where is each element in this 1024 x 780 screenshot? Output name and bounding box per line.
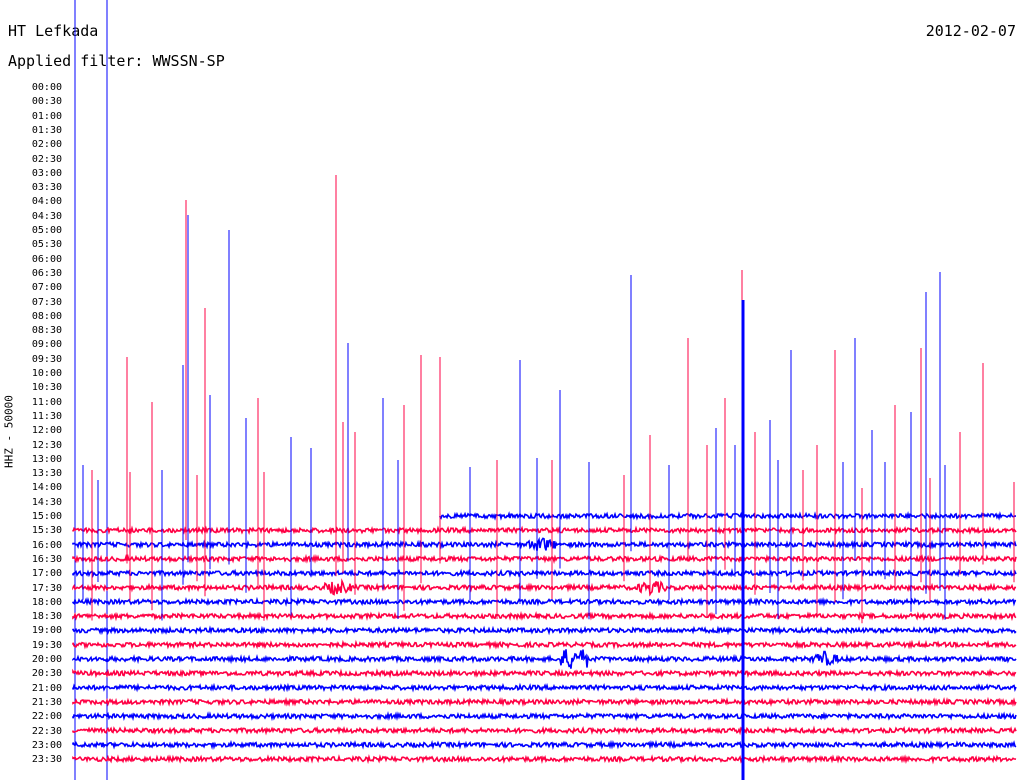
time-tick-label: 01:00 [31, 110, 62, 122]
trace-line [72, 610, 1017, 622]
time-tick-label: 19:30 [31, 639, 62, 651]
time-tick-label: 05:00 [31, 225, 62, 236]
time-tick-label: 08:30 [31, 325, 62, 337]
time-tick-label: 13:30 [31, 468, 62, 480]
trace-group [72, 175, 1017, 780]
time-tick-label: 12:30 [31, 439, 62, 451]
time-tick-label: 13:00 [31, 453, 62, 465]
time-tick-label: 22:30 [31, 725, 62, 737]
time-tick-label: 10:30 [31, 382, 62, 394]
trace-line [72, 668, 1017, 679]
time-tick-label: 05:30 [31, 239, 62, 251]
trace-line [72, 536, 1017, 552]
time-tick-label: 09:00 [31, 339, 62, 351]
trace-line [72, 639, 1017, 650]
time-tick-label: 00:30 [31, 96, 62, 108]
trace-line [72, 625, 1017, 636]
trace-line [72, 711, 1017, 722]
time-tick-label: 08:00 [31, 310, 62, 322]
trace-line [72, 525, 1017, 536]
time-tick-label: 21:00 [31, 682, 62, 694]
time-tick-label: 03:30 [31, 182, 62, 194]
time-tick-label: 15:30 [31, 525, 62, 537]
time-tick-label: 15:00 [31, 511, 62, 522]
time-tick-label: 23:00 [31, 739, 62, 751]
time-tick-label: 10:00 [31, 368, 62, 379]
record-date: 2012-02-07 [925, 22, 1016, 40]
time-tick-label: 01:30 [31, 124, 62, 136]
trace-line [72, 725, 1017, 736]
time-tick-label: 00:00 [31, 82, 62, 93]
trace-line [72, 682, 1017, 693]
time-tick-label: 09:30 [31, 353, 62, 365]
time-tick-label: 12:00 [31, 425, 62, 437]
trace-line [72, 568, 1017, 579]
time-tick-label: 02:30 [31, 153, 62, 165]
trace-line [439, 510, 1016, 521]
time-tick-label: 19:00 [31, 625, 62, 637]
time-axis: 00:00 00:30 01:00 01:30 02:00 02:30 03:00 03:30… [0, 0, 64, 780]
trace-line [72, 739, 1017, 750]
time-tick-label: 16:30 [31, 553, 62, 565]
time-tick-label: 16:00 [31, 539, 62, 551]
trace-line [72, 553, 1017, 565]
time-tick-label: 07:00 [31, 282, 62, 294]
time-tick-label: 17:00 [31, 568, 62, 580]
time-tick-label: 17:30 [31, 582, 62, 594]
time-tick-label: 04:00 [31, 196, 62, 208]
time-tick-label: 20:30 [31, 668, 62, 680]
time-tick-label: 18:30 [31, 611, 62, 623]
time-tick-label: 04:30 [31, 210, 62, 222]
time-tick-label: 07:30 [31, 296, 62, 308]
time-tick-label: 20:00 [31, 654, 62, 665]
time-tick-label: 06:30 [31, 267, 62, 279]
trace-line [72, 649, 1017, 669]
time-tick-label: 23:30 [31, 754, 62, 766]
time-tick-label: 14:30 [31, 496, 62, 508]
trace-line [72, 596, 1017, 608]
applied-filter-label: Applied filter: WWSSN-SP [8, 52, 225, 70]
time-tick-label: 18:00 [31, 596, 62, 608]
trace-line [72, 753, 1017, 765]
time-tick-label: 06:00 [31, 253, 62, 265]
time-tick-label: 11:30 [31, 410, 62, 422]
time-tick-label: 02:00 [31, 139, 62, 151]
station-title: HT Lefkada [8, 22, 99, 40]
time-tick-label: 14:00 [31, 482, 62, 494]
time-tick-label: 11:00 [31, 396, 62, 408]
time-tick-label: 21:30 [31, 696, 62, 708]
time-tick-label: 03:00 [31, 167, 62, 179]
trace-line [72, 696, 1017, 708]
time-tick-label: 22:00 [31, 711, 62, 723]
trace-line [72, 578, 1017, 597]
